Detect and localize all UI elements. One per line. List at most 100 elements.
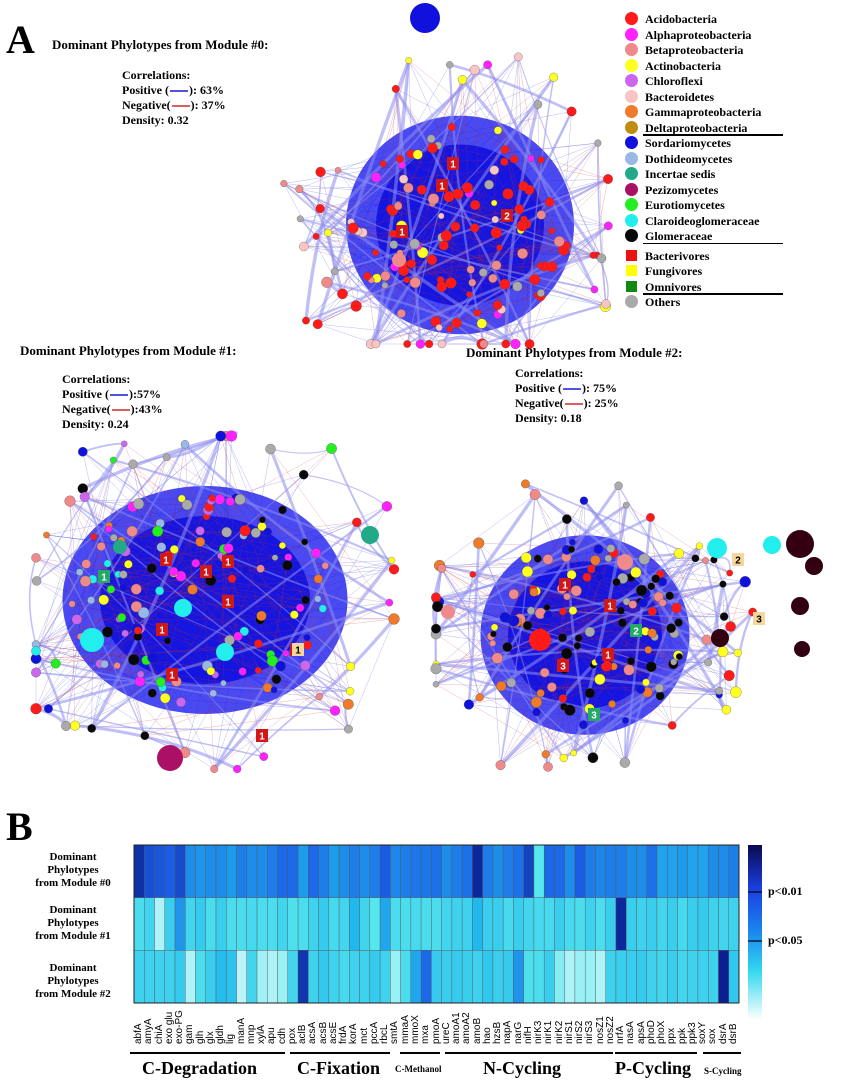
network-node xyxy=(133,626,142,635)
svg-text:3: 3 xyxy=(560,662,566,673)
network-node xyxy=(667,721,677,730)
network-node xyxy=(530,696,542,708)
network-node xyxy=(296,215,304,223)
legend-label: Incertae sedis xyxy=(645,167,716,181)
network-node xyxy=(254,639,263,648)
heatmap-cell xyxy=(256,844,268,898)
module2-correlations-title: Correlations: xyxy=(515,366,584,380)
network-node xyxy=(466,291,473,298)
network-node xyxy=(566,106,577,117)
network-node xyxy=(138,607,150,619)
legend-square-swatch xyxy=(626,280,637,292)
gene-label: sox xyxy=(707,1028,719,1044)
network-node xyxy=(334,167,342,174)
heatmap-cell xyxy=(728,844,740,898)
heatmap-cell xyxy=(523,897,535,951)
heatmap-cell xyxy=(205,897,217,951)
positive-line-key xyxy=(170,90,188,93)
guild-marker: 1 xyxy=(256,729,268,743)
heatmap-cell xyxy=(144,844,155,898)
network-node xyxy=(426,134,436,144)
network-node xyxy=(324,228,332,237)
network-node xyxy=(529,489,541,500)
heatmap-cell xyxy=(482,844,494,898)
heatmap-cell xyxy=(390,844,401,898)
svg-text:1: 1 xyxy=(203,568,209,579)
guild-marker: 2 xyxy=(630,624,642,638)
gene-label: nirS3 xyxy=(584,1020,596,1044)
network-node xyxy=(476,318,487,329)
heatmap-cell xyxy=(359,844,371,898)
heatmap-cell xyxy=(174,950,186,1004)
gene-label: ppk xyxy=(676,1027,688,1044)
heatmap-cell xyxy=(410,897,422,951)
network-node xyxy=(214,494,225,505)
network-node xyxy=(371,172,382,183)
heatmap-cell xyxy=(308,950,319,1004)
heatmap-cell xyxy=(605,950,617,1004)
heatmap-cell xyxy=(708,950,719,1004)
network-node xyxy=(315,204,325,214)
heatmap-cell xyxy=(687,897,699,951)
network-node xyxy=(140,731,150,741)
network-node xyxy=(391,85,400,93)
network-node xyxy=(318,604,327,613)
network-node xyxy=(416,184,427,195)
network-node xyxy=(673,548,684,559)
network-node xyxy=(496,680,507,692)
network-node-large xyxy=(410,3,440,33)
network-node-large xyxy=(216,643,234,661)
network-node xyxy=(117,613,127,622)
category-line-c-fixation xyxy=(290,1052,390,1054)
network-node-large xyxy=(174,599,192,617)
svg-text:1: 1 xyxy=(450,160,456,171)
network-node xyxy=(403,276,411,284)
heatmap-cell xyxy=(144,950,155,1004)
module2-title: Dominant Phylotypes from Module #2: xyxy=(466,345,683,360)
heatmap-cell xyxy=(133,844,145,898)
heatmap-cell xyxy=(133,897,145,951)
network-node xyxy=(671,602,682,614)
network-node xyxy=(102,626,114,638)
heatmap-cell xyxy=(256,897,268,951)
heatmap-cell xyxy=(420,897,432,951)
network-node xyxy=(239,525,251,537)
heatmap-cell xyxy=(349,844,360,898)
heatmap-cell xyxy=(646,844,658,898)
row-label-line: Phylotypes xyxy=(47,864,99,876)
module1-positive-label: Positive ( xyxy=(62,387,109,401)
network-node xyxy=(210,765,219,773)
network-node xyxy=(490,623,499,631)
heatmap-cell xyxy=(359,897,371,951)
network-node xyxy=(523,620,533,631)
network-node xyxy=(587,564,596,574)
network-core-dense xyxy=(376,144,544,306)
network-node xyxy=(113,662,121,670)
heatmap-cell xyxy=(420,844,432,898)
network-node xyxy=(380,270,391,281)
network-node xyxy=(126,525,138,537)
network-node xyxy=(311,548,321,558)
heatmap-cell xyxy=(369,844,381,898)
colorbar-gradient xyxy=(748,845,762,1020)
legend-label: Glomeraceae xyxy=(645,229,713,243)
network-node xyxy=(396,309,406,318)
network-node xyxy=(491,652,503,664)
guild-marker: 1 xyxy=(200,565,212,579)
network-node xyxy=(105,525,113,533)
network-node xyxy=(536,689,545,698)
network-node-large xyxy=(617,554,633,570)
legend-separator xyxy=(643,134,783,136)
network-node xyxy=(156,542,167,552)
network-node xyxy=(518,181,529,192)
network-node xyxy=(130,601,142,613)
network-node xyxy=(622,501,630,509)
heatmap-cell xyxy=(533,897,545,951)
network-node xyxy=(473,537,485,549)
network-node xyxy=(653,591,664,602)
network-node xyxy=(31,576,42,586)
network-node xyxy=(303,633,311,642)
network-node xyxy=(271,554,279,561)
network-node xyxy=(403,182,414,194)
network-node xyxy=(350,300,362,312)
